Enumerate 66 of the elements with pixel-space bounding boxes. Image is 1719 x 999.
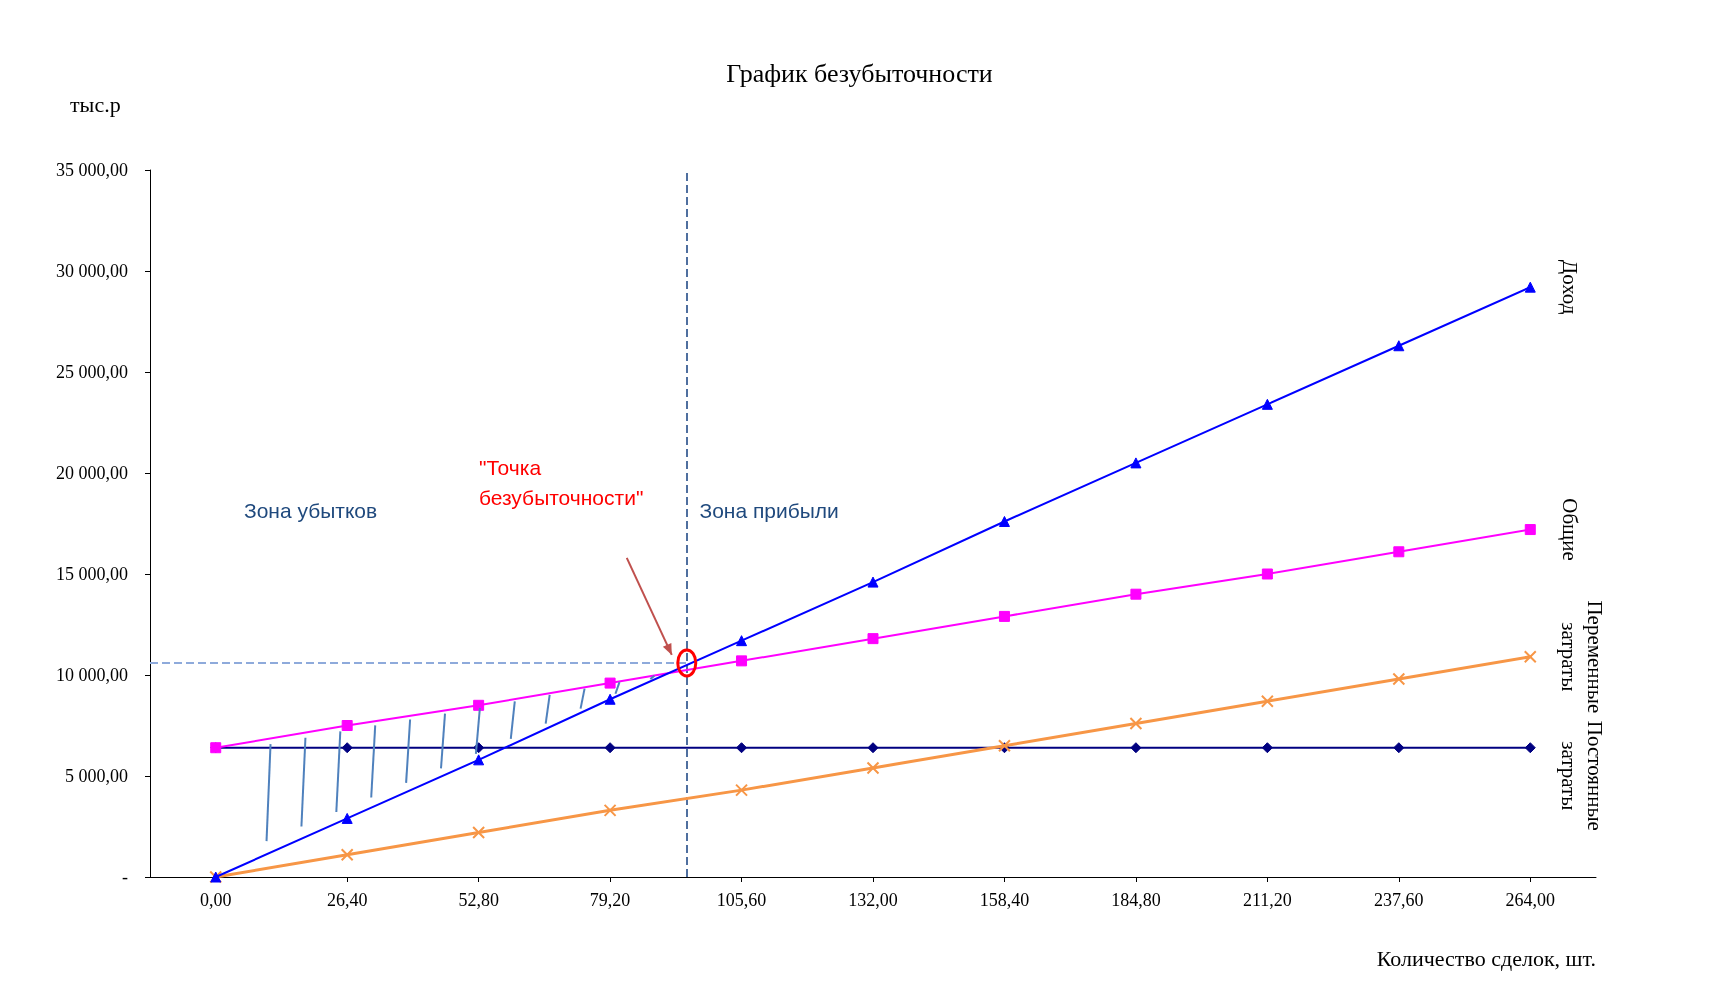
- point: [867, 742, 879, 754]
- point: [472, 826, 486, 840]
- point: [736, 635, 748, 647]
- y-tick-label: 20 000,00: [56, 463, 128, 483]
- x-axis-title: Количество сделок, шт.: [1376, 945, 1596, 971]
- text: Общие: [1558, 498, 1583, 561]
- point: [1130, 457, 1142, 469]
- point: [736, 742, 748, 754]
- x-tick-label: 0,00: [199, 890, 232, 910]
- point: [998, 610, 1010, 622]
- point: [867, 633, 879, 645]
- point: [1392, 672, 1406, 686]
- point: [603, 803, 617, 817]
- y-tick-label: 30 000,00: [56, 261, 128, 281]
- point: [1130, 588, 1142, 600]
- point: [867, 576, 879, 588]
- point: [340, 848, 354, 862]
- point: [1261, 742, 1273, 754]
- point: [341, 742, 353, 754]
- point: [473, 754, 485, 766]
- point: [736, 655, 748, 667]
- annotation: Зона убытков: [243, 498, 378, 522]
- x-tick-label: 52,80: [458, 890, 499, 910]
- x-tick-label: 26,40: [326, 890, 368, 910]
- point: [1129, 716, 1143, 730]
- annotation: "Точка безубыточности": [478, 456, 644, 510]
- point: [1524, 281, 1536, 293]
- x-tick-label: 132,00: [848, 890, 898, 910]
- point: [604, 742, 616, 754]
- text: Постоянные затраты: [1557, 720, 1608, 831]
- x-tick-label: 158,40: [979, 890, 1030, 910]
- point: [1261, 398, 1273, 410]
- y-tick-label: -: [122, 867, 128, 887]
- point: [866, 761, 880, 775]
- point: [1393, 546, 1405, 558]
- point: [735, 783, 749, 797]
- y-tick-label: 10 000,00: [56, 665, 128, 685]
- point: [998, 515, 1010, 527]
- chart-title: График безубыточности: [726, 58, 993, 88]
- y-tick-label: 5 000,00: [65, 766, 128, 786]
- point: [1130, 742, 1142, 754]
- y-tick-label: 35 000,00: [56, 160, 128, 180]
- annotation: Зона прибыли: [699, 498, 839, 522]
- x-tick-label: 264,00: [1505, 890, 1556, 910]
- point: [1260, 694, 1274, 708]
- y-tick-label: 15 000,00: [56, 564, 128, 584]
- point: [1523, 650, 1537, 664]
- x-tick-label: 211,20: [1242, 890, 1292, 910]
- point: [604, 693, 616, 705]
- point: [1524, 742, 1536, 754]
- point: [1393, 340, 1405, 352]
- x-tick-label: 105,60: [716, 890, 767, 910]
- point: [1524, 524, 1536, 536]
- point: [341, 720, 353, 731]
- x-tick-label: 79,20: [589, 890, 631, 910]
- y-tick-label: 25 000,00: [56, 362, 128, 382]
- y-axis-title: тыс.р: [70, 91, 121, 117]
- text: Доход: [1558, 259, 1583, 315]
- point: [1393, 742, 1405, 754]
- point: [604, 677, 616, 689]
- point: [473, 699, 485, 711]
- point: [341, 812, 353, 824]
- point: [1261, 568, 1273, 580]
- x-tick-label: 184,80: [1111, 890, 1161, 910]
- x-tick-label: 237,60: [1374, 890, 1424, 910]
- text: Переменные затраты: [1557, 600, 1608, 714]
